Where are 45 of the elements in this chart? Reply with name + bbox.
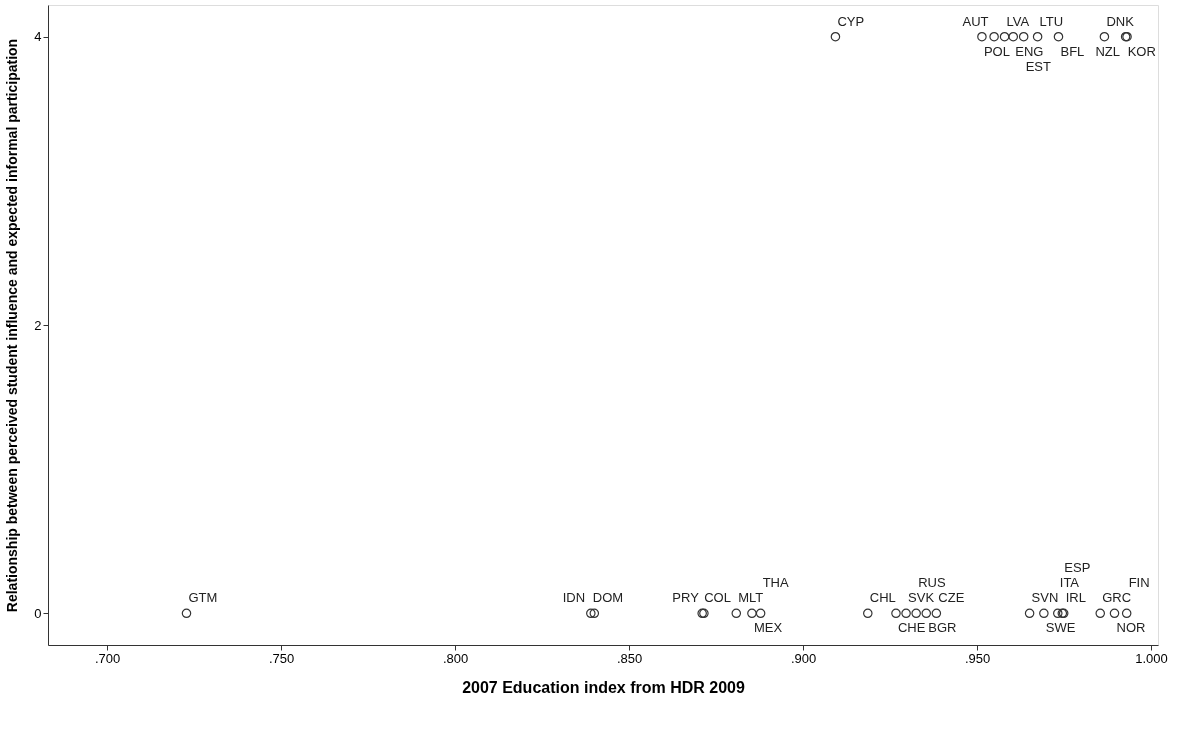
x-tick-label: .850 — [616, 650, 643, 666]
data-label: KOR — [1127, 43, 1156, 59]
data-label: CYP — [837, 13, 865, 29]
data-label: NOR — [1116, 620, 1146, 636]
y-axis-title: Relationship between perceived student influence and expected informal participation — [4, 38, 21, 613]
data-label: DNK — [1106, 13, 1135, 29]
data-label: DOM — [592, 590, 624, 606]
data-label: SVK — [908, 590, 935, 606]
x-tick-label: .800 — [442, 650, 469, 666]
data-label: AUT — [962, 13, 989, 29]
data-label: LTU — [1039, 13, 1064, 29]
y-tick-label: 0 — [34, 605, 42, 621]
data-label: ITA — [1059, 575, 1080, 591]
data-label: THA — [762, 575, 789, 591]
data-label: ESP — [1064, 560, 1091, 576]
x-axis-title: 2007 Education index from HDR 2009 — [462, 678, 745, 696]
data-label: EST — [1025, 58, 1052, 74]
data-label: IRL — [1065, 590, 1086, 606]
data-label: CZE — [938, 590, 965, 606]
data-label: ENG — [1015, 43, 1044, 59]
data-label: PRY — [672, 590, 700, 606]
data-label: GTM — [188, 590, 218, 606]
data-label: SVN — [1031, 590, 1059, 606]
data-label: SWE — [1045, 620, 1076, 636]
data-label: FIN — [1128, 575, 1150, 591]
data-label: LVA — [1006, 13, 1030, 29]
data-label: CHL — [869, 590, 896, 606]
x-tick-label: .700 — [95, 650, 121, 666]
y-tick-label: 4 — [34, 29, 42, 45]
x-tick-label: 1.000 — [1135, 650, 1168, 666]
data-label: BGR — [928, 620, 957, 636]
data-label: COL — [704, 590, 731, 606]
data-label: GRC — [1102, 590, 1132, 606]
data-label: BFL — [1060, 43, 1085, 59]
data-label: MEX — [753, 620, 783, 636]
data-label: POL — [983, 43, 1010, 59]
x-tick-label: .900 — [790, 650, 817, 666]
data-label: IDN — [562, 590, 586, 606]
data-label: CHE — [897, 620, 926, 636]
data-label: RUS — [918, 575, 946, 591]
x-tick-label: .950 — [964, 650, 991, 666]
x-tick-label: .750 — [268, 650, 295, 666]
data-label: MLT — [738, 590, 764, 606]
y-tick-label: 2 — [34, 317, 42, 333]
data-label: NZL — [1095, 43, 1120, 59]
